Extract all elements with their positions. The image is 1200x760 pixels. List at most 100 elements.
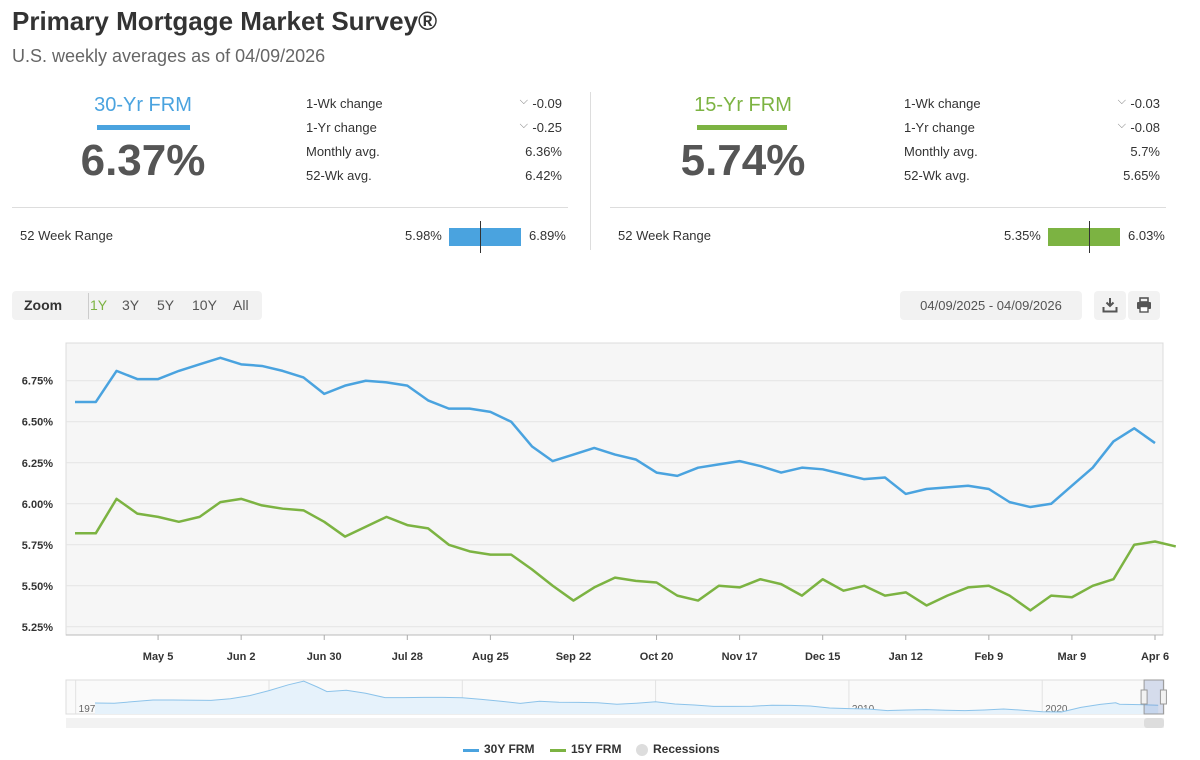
range-max: 6.89% <box>529 228 566 243</box>
print-button[interactable] <box>1128 291 1160 320</box>
legend-label-recessions: Recessions <box>653 742 720 756</box>
x-tick-label: Sep 22 <box>556 651 591 663</box>
frm15-underline <box>697 125 787 130</box>
legend-label-15y: 15Y FRM <box>571 742 622 756</box>
x-tick-label: Mar 9 <box>1058 651 1087 663</box>
zoom-all-button[interactable]: All <box>233 297 249 313</box>
frm30-stat-52wk: 52-Wk avg. 6.42% <box>306 168 566 188</box>
y-tick-label: 6.25% <box>22 458 53 470</box>
navigator-year-label: 1970 <box>79 704 102 715</box>
frm15-stat-52wk: 52-Wk avg. 5.65% <box>904 168 1164 188</box>
x-tick-label: Jan 12 <box>889 651 923 663</box>
navigator-chart[interactable]: 197019801990200020102020 <box>0 678 1200 732</box>
panel-separator <box>590 92 591 250</box>
x-tick-label: Apr 6 <box>1141 651 1169 663</box>
frm30-summary-panel: 30-Yr FRM 6.37% 1-Wk change ⌵ -0.09 1-Yr… <box>12 92 568 253</box>
navigator-scrollbar-track[interactable] <box>66 718 1164 728</box>
x-tick-label: Nov 17 <box>722 651 758 663</box>
y-tick-label: 5.25% <box>22 622 53 634</box>
stat-label: Monthly avg. <box>306 144 380 159</box>
rate-line-chart[interactable]: 5.25% 5.50% 5.75% 6.00% 6.25% 6.50% 6.75% May … <box>0 335 1200 665</box>
stat-label: 1-Wk change <box>306 96 383 111</box>
x-tick-label: Feb 9 <box>974 651 1003 663</box>
frm15-stat-monthly: Monthly avg. 5.7% <box>904 144 1164 164</box>
navigator-year-label: 2020 <box>1045 704 1068 715</box>
stat-value: -0.08 <box>1130 120 1160 135</box>
navigator-scrollbar-thumb[interactable] <box>1144 718 1164 728</box>
range-bar <box>1048 228 1120 246</box>
y-tick-label: 6.75% <box>22 376 53 388</box>
download-button[interactable] <box>1094 291 1126 320</box>
zoom-1y-button[interactable]: 1Y <box>90 297 108 313</box>
range-bar <box>449 228 521 246</box>
navigator-area <box>94 681 1159 714</box>
stat-label: 52-Wk avg. <box>904 168 970 183</box>
range-min: 5.35% <box>1004 228 1041 243</box>
zoom-control: Zoom 1Y 3Y 5Y 10Y All <box>12 291 262 320</box>
stat-value: 6.36% <box>525 144 562 159</box>
y-tick-label: 5.50% <box>22 581 53 593</box>
y-tick-label: 5.75% <box>22 540 53 552</box>
frm30-rate: 6.37% <box>80 136 206 185</box>
frm15-rate: 5.74% <box>680 136 806 185</box>
legend-swatch-recessions <box>636 744 648 756</box>
frm15-stat-1yr: 1-Yr change ⌵ -0.08 <box>904 119 1164 140</box>
x-tick-label: Jun 30 <box>307 651 342 663</box>
chevron-down-icon: ⌵ <box>519 95 528 107</box>
page-title: Primary Mortgage Market Survey® <box>12 6 438 36</box>
panel-divider <box>12 207 568 208</box>
stat-value: 6.42% <box>525 168 562 183</box>
chevron-down-icon: ⌵ <box>519 119 528 131</box>
stat-value: -0.25 <box>532 120 562 135</box>
x-tick-label: May 5 <box>143 651 174 663</box>
date-range-input[interactable]: 04/09/2025 - 04/09/2026 <box>900 291 1082 320</box>
range-label: 52 Week Range <box>20 228 113 243</box>
x-tick-label: Oct 20 <box>640 651 674 663</box>
zoom-10y-button[interactable]: 10Y <box>192 297 217 313</box>
range-current-marker <box>1089 221 1091 253</box>
frm30-underline <box>97 125 190 130</box>
frm30-stat-1wk: 1-Wk change ⌵ -0.09 <box>306 95 566 116</box>
navigator-handle-left[interactable] <box>1140 689 1148 705</box>
download-icon <box>1102 298 1118 313</box>
navigator-handle-right[interactable] <box>1159 689 1167 705</box>
legend-item-30y[interactable]: 30Y FRM <box>463 742 543 758</box>
stat-value: 5.65% <box>1123 168 1160 183</box>
chevron-down-icon: ⌵ <box>1117 95 1126 107</box>
range-label: 52 Week Range <box>618 228 711 243</box>
legend-swatch-30y <box>463 749 479 752</box>
frm15-stat-1wk: 1-Wk change ⌵ -0.03 <box>904 95 1164 116</box>
chevron-down-icon: ⌵ <box>1117 119 1126 131</box>
navigator-series-line <box>94 680 1159 713</box>
legend-item-recessions[interactable]: Recessions <box>636 742 726 758</box>
x-tick-label: Aug 25 <box>472 651 509 663</box>
y-tick-label: 6.00% <box>22 499 53 511</box>
x-tick-label: Dec 15 <box>805 651 840 663</box>
frm15-summary-panel: 15-Yr FRM 5.74% 1-Wk change ⌵ -0.03 1-Yr… <box>610 92 1166 253</box>
range-min: 5.98% <box>405 228 442 243</box>
frm30-stat-monthly: Monthly avg. 6.36% <box>306 144 566 164</box>
zoom-separator <box>88 293 89 319</box>
zoom-label: Zoom <box>24 297 63 313</box>
stat-label: 52-Wk avg. <box>306 168 372 183</box>
print-icon <box>1137 297 1151 313</box>
frm30-stat-1yr: 1-Yr change ⌵ -0.25 <box>306 119 566 140</box>
frm15-title: 15-Yr FRM <box>694 94 792 116</box>
range-current-marker <box>479 221 481 253</box>
zoom-5y-button[interactable]: 5Y <box>157 297 175 313</box>
series-line-30y[interactable] <box>75 356 1156 509</box>
range-max: 6.03% <box>1128 228 1165 243</box>
page-subtitle: U.S. weekly averages as of 04/09/2026 <box>12 46 326 66</box>
legend-item-15y[interactable]: 15Y FRM <box>550 742 630 758</box>
x-tick-label: Jul 28 <box>392 651 423 663</box>
frm30-title: 30-Yr FRM <box>94 94 192 116</box>
legend-swatch-15y <box>550 749 566 752</box>
legend-label-30y: 30Y FRM <box>484 742 535 756</box>
series-line-15y[interactable] <box>75 497 1177 612</box>
stat-label: Monthly avg. <box>904 144 978 159</box>
y-tick-label: 6.50% <box>22 417 53 429</box>
zoom-3y-button[interactable]: 3Y <box>122 297 140 313</box>
stat-label: 1-Yr change <box>306 120 377 135</box>
stat-label: 1-Wk change <box>904 96 981 111</box>
stat-value: -0.03 <box>1130 96 1160 111</box>
